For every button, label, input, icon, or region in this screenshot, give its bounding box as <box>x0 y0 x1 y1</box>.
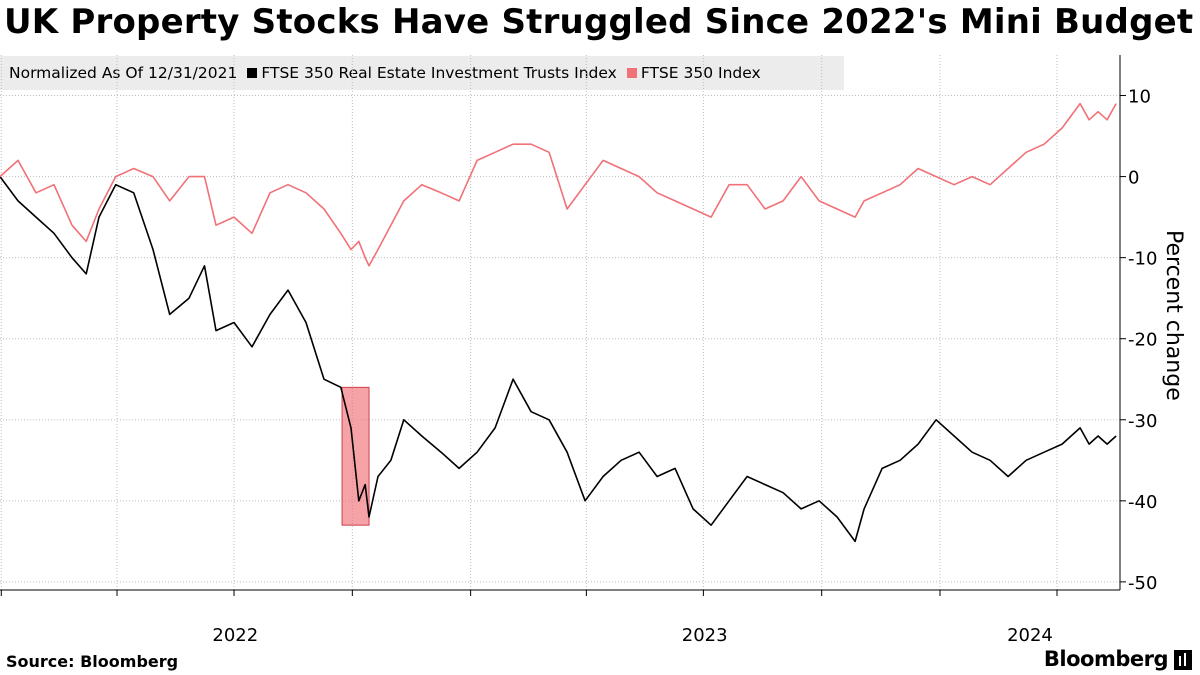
bloomberg-terminal-icon <box>1174 650 1192 670</box>
y-tick-label: -20 <box>1128 330 1157 351</box>
legend-item-ftse350: FTSE 350 Index <box>626 64 761 82</box>
legend-swatch-ftse350 <box>626 68 637 78</box>
x-tick-label: 2024 <box>1007 625 1053 646</box>
legend-swatch-reit <box>247 68 258 78</box>
legend-item-reit: FTSE 350 Real Estate Investment Trusts I… <box>247 64 617 82</box>
series-line-ftse350 <box>0 102 1117 267</box>
legend-label-ftse350: FTSE 350 Index <box>640 64 761 82</box>
y-tick-label: -50 <box>1128 573 1157 594</box>
y-tick-label: -10 <box>1128 249 1157 270</box>
bloomberg-logo: Bloomberg <box>1043 647 1169 671</box>
y-tick-label: -40 <box>1128 492 1157 513</box>
x-tick-label: 2022 <box>212 625 258 646</box>
y-tick-label: 10 <box>1128 87 1151 108</box>
y-axis-title: Percent change <box>1152 230 1186 420</box>
chart-title: UK Property Stocks Have Struggled Since … <box>4 2 1194 42</box>
x-tick-label: 2023 <box>682 625 728 646</box>
y-axis-title-text: Percent change <box>1161 230 1186 401</box>
source-note: Source: Bloomberg <box>6 652 179 671</box>
series-line-reit <box>0 176 1117 543</box>
legend-label-reit: FTSE 350 Real Estate Investment Trusts I… <box>261 64 617 82</box>
y-tick-label: -30 <box>1128 411 1157 432</box>
y-tick-label: 0 <box>1128 168 1139 189</box>
normalization-note: Normalized As Of 12/31/2021 <box>9 64 238 82</box>
